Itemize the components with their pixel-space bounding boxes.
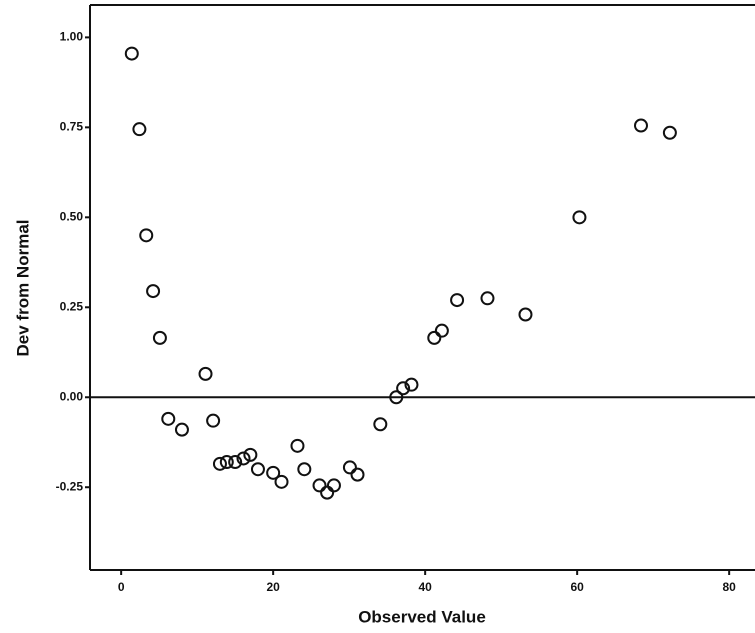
point <box>161 411 176 426</box>
point <box>198 366 213 381</box>
point <box>320 485 335 500</box>
point <box>404 377 419 392</box>
point <box>572 210 587 225</box>
point <box>634 118 648 133</box>
x-tick-label: 40 <box>418 580 432 594</box>
point <box>274 474 289 489</box>
x-axis-title: Observed Value <box>358 607 486 626</box>
point <box>212 456 227 471</box>
point <box>662 125 677 140</box>
point <box>326 478 341 493</box>
point <box>243 447 258 462</box>
point <box>427 330 442 345</box>
point <box>132 122 147 137</box>
x-tick-label: 0 <box>118 580 125 594</box>
y-tick-label: -0.25 <box>56 479 84 493</box>
point <box>236 451 251 466</box>
point <box>434 323 449 338</box>
point <box>139 228 154 243</box>
point <box>250 462 265 477</box>
point <box>389 390 404 405</box>
point <box>297 462 312 477</box>
point <box>480 291 495 306</box>
point <box>342 460 357 475</box>
x-tick-label: 80 <box>722 580 736 594</box>
point <box>228 455 243 470</box>
point <box>206 413 221 428</box>
y-tick-label: 0.25 <box>60 299 84 313</box>
x-tick-label: 60 <box>570 580 584 594</box>
point <box>219 455 234 470</box>
point <box>396 381 411 396</box>
point <box>266 465 281 480</box>
y-tick-label: 1.00 <box>60 30 84 44</box>
x-tick-label: 20 <box>266 580 280 594</box>
y-tick-label: 0.75 <box>60 120 84 134</box>
point <box>373 417 388 432</box>
y-tick-label: 0.00 <box>60 389 84 403</box>
point <box>350 467 365 482</box>
y-axis-title: Dev from Normal <box>13 220 32 357</box>
point <box>174 422 189 437</box>
point <box>518 307 533 322</box>
point <box>146 284 161 299</box>
y-tick-label: 0.50 <box>60 209 84 223</box>
point <box>290 438 305 453</box>
point <box>450 293 465 308</box>
point <box>124 46 139 61</box>
point <box>152 330 167 345</box>
point <box>312 478 327 493</box>
